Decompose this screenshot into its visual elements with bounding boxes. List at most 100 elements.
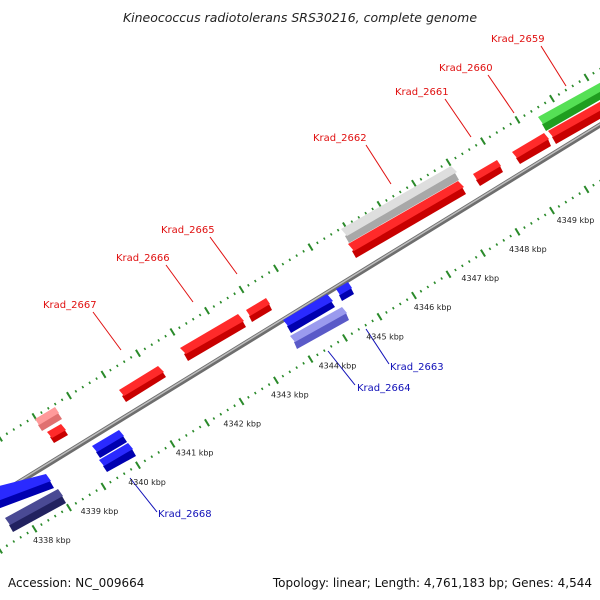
gene-arrow-krad-2666[interactable]	[119, 366, 166, 402]
scale-tick	[488, 135, 492, 139]
scale-tick	[53, 514, 57, 518]
gene-arrow-krad-2663[interactable]	[283, 294, 335, 333]
gene-arrow-krad-2668-b[interactable]	[92, 430, 127, 458]
gene-gray-feature[interactable]	[341, 166, 459, 243]
gene-label[interactable]: Krad_2663	[390, 362, 444, 373]
scale-tick	[185, 322, 188, 325]
scale-tick	[157, 451, 160, 454]
scale-tick	[474, 143, 478, 147]
gene-label[interactable]: Krad_2665	[161, 225, 215, 236]
scale-tick	[509, 122, 512, 126]
scale-tick	[281, 374, 285, 378]
scale-tick	[260, 387, 264, 391]
scale-tick	[26, 419, 29, 423]
scale-tick	[433, 169, 437, 173]
scale-tick	[536, 105, 540, 109]
scale-tick	[592, 71, 595, 75]
gene-label[interactable]: Krad_2659	[491, 34, 545, 45]
scale-tick	[129, 467, 133, 471]
gene-pale-feature[interactable]	[35, 407, 62, 431]
scale-tick	[212, 417, 216, 420]
scale-tick	[60, 398, 64, 402]
scale-tick	[219, 300, 223, 304]
scale-tick	[316, 241, 319, 245]
scale-tick	[495, 243, 499, 247]
scale-tick	[549, 94, 555, 103]
scale-tick	[219, 412, 223, 416]
scale-tick	[316, 353, 319, 357]
scale-tick	[226, 408, 229, 412]
scale-tick	[267, 383, 271, 386]
scale-tick	[238, 285, 245, 294]
scale-tick	[523, 226, 526, 230]
gene-label[interactable]: Krad_2666	[116, 253, 170, 264]
scale-tick	[514, 115, 521, 124]
scale-tick	[336, 228, 340, 232]
gene-label[interactable]: Krad_2662	[313, 133, 367, 144]
gene-label[interactable]: Krad_2667	[43, 300, 97, 311]
scale-tick	[233, 404, 236, 408]
tick-label: 4342 kbp	[223, 420, 261, 429]
gene-label[interactable]: Krad_2660	[439, 63, 493, 74]
scale-tick	[66, 503, 72, 512]
gene-label[interactable]: Krad_2661	[395, 87, 449, 98]
scale-tick	[530, 221, 533, 225]
scale-tick	[40, 411, 43, 414]
gene-features	[0, 80, 600, 532]
scale-tick	[557, 92, 561, 96]
scale-tick	[66, 391, 72, 400]
scale-tick	[385, 311, 388, 314]
scale-tick	[204, 418, 210, 427]
tick-label: 4340 kbp	[128, 478, 166, 487]
tick-label: 4343 kbp	[271, 391, 309, 400]
scale-tick	[53, 402, 57, 406]
scale-tick	[474, 255, 478, 259]
scale-tick	[0, 548, 3, 554]
scale-tick	[122, 472, 126, 476]
scale-tick	[357, 327, 361, 331]
gene-arrow-krad-2668-a[interactable]	[0, 474, 54, 510]
gene-dark-feature[interactable]	[5, 489, 66, 532]
gene-arrow-krad-2660[interactable]	[512, 133, 551, 164]
gene-arrow-krad-2663b[interactable]	[336, 282, 354, 301]
gene-arrow-krad-2659[interactable]	[548, 99, 600, 144]
scale-tick	[267, 271, 271, 274]
scale-tick	[178, 438, 181, 442]
gene-label[interactable]: Krad_2668	[158, 509, 212, 520]
tick-label: 4344 kbp	[319, 361, 357, 370]
scale-tick	[95, 489, 98, 493]
scale-tick	[571, 196, 575, 200]
scale-tick	[169, 327, 176, 336]
genome-summary-text: Topology: linear; Length: 4,761,183 bp; …	[272, 576, 592, 590]
scale-tick	[480, 249, 486, 258]
scale-tick	[40, 523, 43, 526]
gene-green-feature[interactable]	[538, 80, 600, 131]
scale-tick	[273, 376, 279, 385]
scale-tick	[398, 190, 402, 194]
scale-tick	[445, 158, 452, 167]
scale-tick	[26, 531, 29, 535]
scale-tick	[480, 137, 486, 146]
scale-tick	[233, 292, 236, 296]
tick-label: 4349 kbp	[557, 216, 595, 225]
tick-label: 4341 kbp	[176, 449, 214, 458]
gene-arrow-krad-2665[interactable]	[180, 314, 246, 361]
scale-tick	[254, 279, 257, 283]
gene-arrow-krad-2665b[interactable]	[246, 298, 272, 322]
scale-tick	[74, 501, 78, 505]
scale-tick	[212, 305, 216, 308]
gene-arrow-krad-2667[interactable]	[47, 424, 68, 443]
gene-label[interactable]: Krad_2664	[357, 383, 411, 394]
gene-arrow-krad-2661[interactable]	[473, 160, 503, 186]
gene-arrow-krad-2664[interactable]	[290, 307, 349, 349]
scale-tick	[405, 186, 409, 190]
gene-arrow-krad-2668-c[interactable]	[99, 443, 136, 472]
scale-tick	[323, 349, 326, 353]
gene-arrow-krad-2662[interactable]	[348, 181, 466, 258]
scale-tick	[129, 355, 133, 359]
scale-tick	[564, 88, 568, 92]
scale-tick	[135, 461, 141, 470]
scale-tick	[164, 334, 167, 338]
scale-tick	[12, 540, 16, 543]
label-leader-lines	[92, 45, 567, 513]
